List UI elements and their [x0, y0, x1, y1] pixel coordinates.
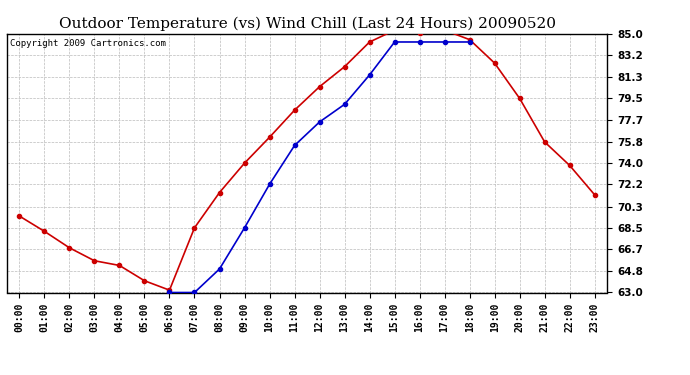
Text: Copyright 2009 Cartronics.com: Copyright 2009 Cartronics.com: [10, 39, 166, 48]
Title: Outdoor Temperature (vs) Wind Chill (Last 24 Hours) 20090520: Outdoor Temperature (vs) Wind Chill (Las…: [59, 17, 555, 31]
